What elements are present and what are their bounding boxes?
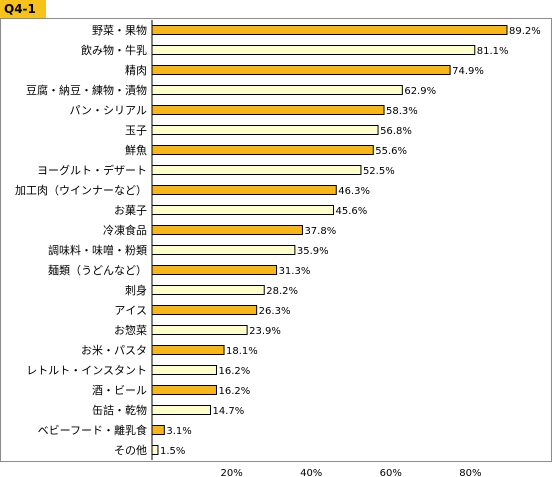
category-label: お惣菜 xyxy=(114,323,147,337)
bar xyxy=(151,65,451,75)
category-label: その他 xyxy=(114,444,147,457)
data-label: 16.2% xyxy=(218,386,250,397)
category-label: 精肉 xyxy=(125,64,147,77)
bar xyxy=(151,145,374,155)
category-label: 玉子 xyxy=(125,124,147,137)
data-label: 58.3% xyxy=(386,106,418,117)
data-label: 62.9% xyxy=(404,86,436,97)
category-label: 加工肉（ウインナーなど） xyxy=(15,184,147,197)
category-label: 缶詰・乾物 xyxy=(92,403,147,417)
data-label: 14.7% xyxy=(213,406,245,417)
data-label: 56.8% xyxy=(380,126,412,137)
bar xyxy=(151,25,508,35)
bar xyxy=(151,45,476,55)
bar xyxy=(151,125,379,135)
x-tick-label: 60% xyxy=(380,468,402,477)
bar xyxy=(151,425,165,435)
data-label: 45.6% xyxy=(335,206,367,217)
bar xyxy=(151,205,334,215)
data-label: 74.9% xyxy=(452,66,484,77)
data-label: 16.2% xyxy=(218,366,250,377)
bar xyxy=(151,165,362,175)
category-label: ベビーフード・離乳食 xyxy=(38,423,147,437)
bar xyxy=(151,225,303,235)
data-label: 35.9% xyxy=(297,246,329,257)
category-label: 刺身 xyxy=(125,283,147,297)
bar xyxy=(151,405,212,415)
data-label: 18.1% xyxy=(226,346,258,357)
data-label: 31.3% xyxy=(279,266,311,277)
category-label: お米・パスタ xyxy=(81,344,147,357)
question-tab: Q4-1 xyxy=(0,0,46,18)
bar xyxy=(151,445,159,455)
bar xyxy=(151,305,258,315)
data-label: 1.5% xyxy=(160,446,185,457)
data-label: 37.8% xyxy=(304,226,336,237)
category-label: 飲み物・牛乳 xyxy=(81,43,147,57)
x-tick-label: 80% xyxy=(459,468,481,477)
bar xyxy=(151,285,265,295)
category-label: 麺類（うどんなど） xyxy=(48,264,147,277)
data-label: 55.6% xyxy=(375,146,407,157)
chart-frame xyxy=(0,18,552,462)
data-label: 89.2% xyxy=(509,26,541,37)
category-label: レトルト・インスタント xyxy=(26,364,147,377)
bar xyxy=(151,85,403,95)
bar xyxy=(151,265,278,275)
bar xyxy=(151,245,296,255)
data-label: 81.1% xyxy=(477,46,509,57)
data-label: 26.3% xyxy=(259,306,291,317)
category-label: 酒・ビール xyxy=(92,384,147,397)
category-label: お菓子 xyxy=(114,204,147,217)
bar xyxy=(151,105,385,115)
category-label: 野菜・果物 xyxy=(92,23,147,37)
data-label: 3.1% xyxy=(166,426,191,437)
bar xyxy=(151,345,225,355)
category-label: 冷凍食品 xyxy=(103,223,147,237)
bar xyxy=(151,185,337,195)
category-label: アイス xyxy=(114,304,147,317)
category-label: パン・シリアル xyxy=(69,104,147,117)
bar xyxy=(151,385,217,395)
category-label: 豆腐・納豆・練物・漬物 xyxy=(26,83,147,97)
category-label: ヨーグルト・デザート xyxy=(37,163,147,177)
x-tick-label: 20% xyxy=(220,468,242,477)
data-label: 23.9% xyxy=(249,326,281,337)
x-tick-label: 40% xyxy=(300,468,322,477)
data-label: 46.3% xyxy=(338,186,370,197)
data-label: 52.5% xyxy=(363,166,395,177)
category-label: 鮮魚 xyxy=(125,143,147,157)
bar xyxy=(151,325,248,335)
data-label: 28.2% xyxy=(266,286,298,297)
bar xyxy=(151,365,217,375)
category-label: 調味料・味噌・粉類 xyxy=(48,243,147,257)
